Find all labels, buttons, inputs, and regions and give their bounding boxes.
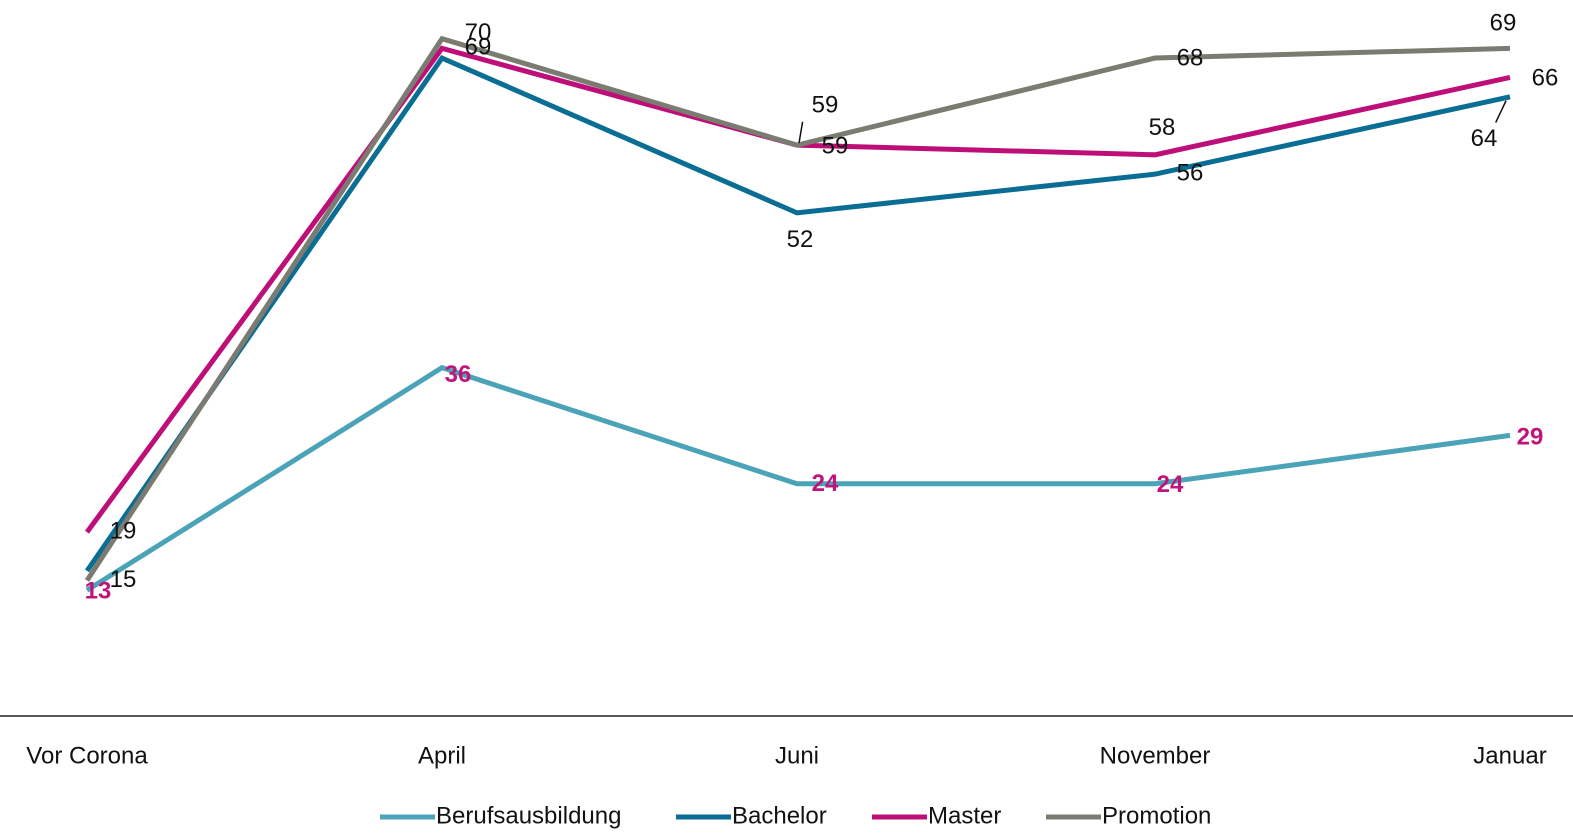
data-label: 36 (445, 361, 472, 388)
leader-line (798, 121, 804, 144)
data-label: 64 (1471, 125, 1498, 152)
legend-label: Bachelor (732, 802, 827, 829)
data-label: 19 (110, 518, 137, 545)
x-tick-label: Vor Corona (26, 742, 148, 769)
legend-label: Berufsausbildung (436, 802, 621, 829)
x-tick-label: November (1100, 742, 1211, 769)
series-line (85, 364, 1511, 593)
legend-label: Promotion (1102, 802, 1211, 829)
data-label: 29 (1517, 424, 1544, 451)
data-label: 13 (85, 578, 112, 605)
data-label: 56 (1177, 160, 1204, 187)
data-label: 59 (812, 91, 839, 118)
data-label: 70 (465, 19, 492, 46)
legend-label: Master (928, 802, 1001, 829)
series-line (84, 45, 1511, 534)
data-label: 15 (110, 566, 137, 593)
leader-line (1495, 100, 1507, 123)
data-label: 68 (1177, 44, 1204, 71)
x-tick-label: Juni (775, 742, 819, 769)
x-tick-label: April (418, 742, 466, 769)
x-tick-label: Januar (1473, 742, 1546, 769)
data-label: 52 (787, 226, 814, 253)
data-label: 59 (822, 132, 849, 159)
data-label: 24 (1157, 471, 1184, 498)
data-label: 69 (465, 34, 492, 61)
series-line (84, 35, 1511, 582)
data-label: 69 (1490, 10, 1517, 37)
data-label: 66 (1532, 65, 1559, 92)
data-label: 58 (1149, 114, 1176, 141)
series-line (84, 54, 1511, 573)
data-label: 24 (812, 470, 839, 497)
